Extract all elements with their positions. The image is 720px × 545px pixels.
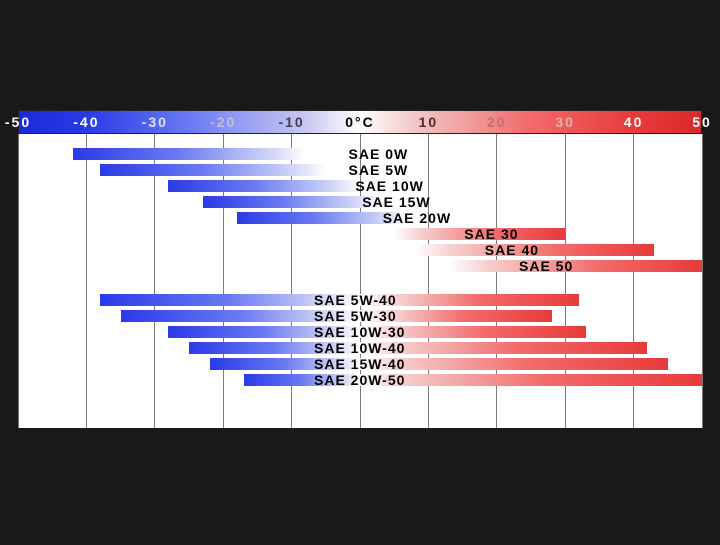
viscosity-bar-label: SAE 15W — [362, 195, 430, 209]
viscosity-bar-label: SAE 10W-30 — [314, 325, 405, 339]
temperature-scale-bar — [18, 110, 702, 134]
viscosity-bar-label: SAE 10W — [355, 179, 423, 193]
viscosity-bar-label: SAE 40 — [485, 243, 539, 257]
sae-viscosity-chart: SAE 0W SAE 5W SAE 10W SAE 15W SAE 20W SAE 30 S… — [18, 110, 702, 428]
viscosity-bar-label: SAE 10W-40 — [314, 341, 405, 355]
viscosity-bar-label: SAE 5W — [349, 163, 409, 177]
gridline — [223, 134, 224, 428]
viscosity-range-bar — [100, 164, 326, 176]
viscosity-range-bar — [210, 358, 668, 370]
chart-grid: SAE 0W SAE 5W SAE 10W SAE 15W SAE 20W SAE 30 S… — [18, 134, 702, 428]
gridline — [18, 134, 19, 428]
viscosity-range-bar — [168, 180, 360, 192]
viscosity-bar-label: SAE 20W-50 — [314, 373, 405, 387]
gridline — [154, 134, 155, 428]
gridline — [86, 134, 87, 428]
viscosity-range-bar — [244, 374, 702, 386]
viscosity-bar-label: SAE 0W — [349, 147, 409, 161]
viscosity-bar-label: SAE 50 — [519, 259, 573, 273]
viscosity-bar-label: SAE 15W-40 — [314, 357, 405, 371]
viscosity-range-bar — [189, 342, 647, 354]
viscosity-bar-label: SAE 20W — [383, 211, 451, 225]
viscosity-range-bar — [203, 196, 381, 208]
viscosity-range-bar — [449, 260, 702, 272]
viscosity-bar-label: SAE 5W-40 — [314, 293, 397, 307]
viscosity-bar-label: SAE 30 — [464, 227, 518, 241]
viscosity-bar-label: SAE 5W-30 — [314, 309, 397, 323]
viscosity-range-bar — [73, 148, 306, 160]
